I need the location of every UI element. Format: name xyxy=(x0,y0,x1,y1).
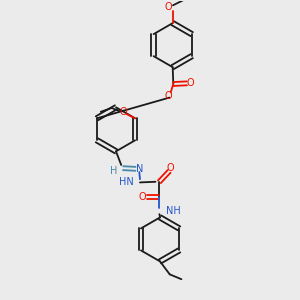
Text: NH: NH xyxy=(166,206,181,216)
Text: O: O xyxy=(120,107,127,118)
Text: O: O xyxy=(187,78,195,88)
Text: O: O xyxy=(167,163,174,173)
Text: HN: HN xyxy=(119,177,134,188)
Text: O: O xyxy=(164,91,172,100)
Text: N: N xyxy=(136,164,143,174)
Text: O: O xyxy=(139,192,146,202)
Text: H: H xyxy=(110,166,117,176)
Text: O: O xyxy=(165,2,172,12)
